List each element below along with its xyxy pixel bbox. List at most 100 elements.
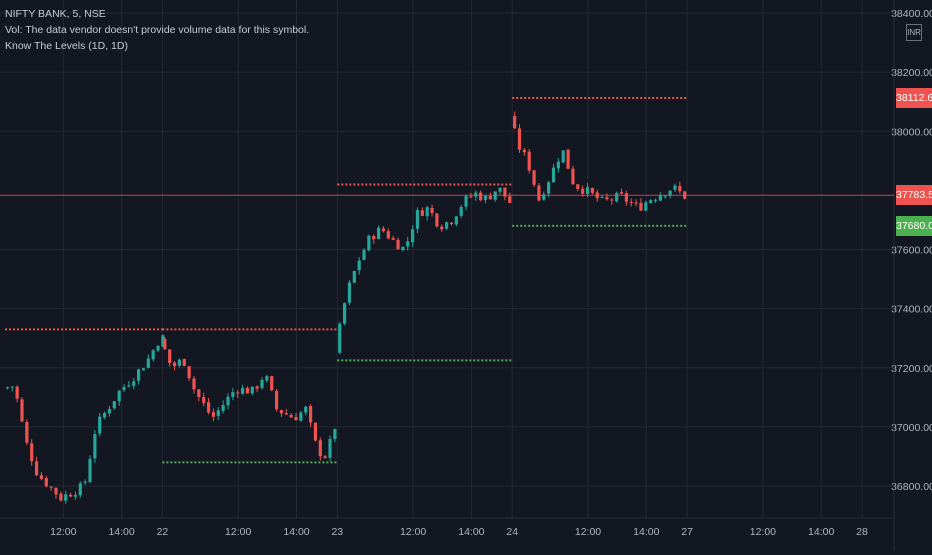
candle-body: [435, 213, 439, 227]
candle-body: [107, 409, 112, 414]
candle-body: [571, 168, 575, 185]
candle-body: [54, 487, 58, 495]
candle-body: [678, 186, 682, 192]
candle-body: [459, 207, 463, 216]
y-tick-label: 38200.00: [891, 67, 932, 79]
candle-body: [381, 228, 386, 232]
y-tick-label: 37400.00: [891, 304, 932, 316]
candle-body: [102, 413, 107, 418]
candle-body: [430, 207, 434, 214]
price-tag: 37783.50: [896, 185, 932, 206]
x-tick-label: 12:00: [575, 526, 601, 538]
x-tick-label: 14:00: [108, 526, 134, 538]
candle-body: [445, 222, 449, 229]
candle-body: [411, 229, 415, 243]
candle-body: [513, 115, 517, 129]
legend-symbol[interactable]: NIFTY BANK, 5, NSE: [5, 8, 106, 20]
candle-body: [5, 387, 10, 389]
candle-body: [663, 195, 667, 197]
candle-body: [294, 417, 298, 421]
candle-body: [137, 369, 141, 381]
candle-body: [474, 192, 478, 197]
candle-body: [68, 494, 73, 497]
candle-body: [197, 389, 201, 398]
x-tick-label: 24: [506, 526, 518, 538]
x-tick-label: 14:00: [283, 526, 309, 538]
candle-body: [639, 202, 643, 211]
candle-body: [211, 412, 216, 417]
y-tick-label: 38000.00: [891, 126, 932, 138]
currency-badge[interactable]: INR: [906, 24, 922, 41]
y-tick-label: 37000.00: [891, 422, 932, 434]
candle-body: [342, 303, 347, 324]
candle-body: [576, 184, 580, 189]
candle-body: [357, 260, 361, 271]
candle-body: [673, 185, 677, 190]
candle-body: [464, 196, 468, 207]
candle-body: [653, 199, 658, 201]
candle-body: [415, 210, 420, 229]
candle-body: [255, 386, 259, 389]
candle-body: [469, 196, 473, 198]
candle-body: [566, 149, 570, 169]
candle-body: [172, 362, 177, 367]
x-tick-label: 14:00: [808, 526, 834, 538]
candle-body: [132, 381, 136, 386]
candle-body: [308, 406, 313, 423]
candle-body: [362, 250, 366, 260]
y-tick-label: 36800.00: [891, 481, 932, 493]
x-tick-label: 23: [331, 526, 343, 538]
candle-body: [73, 494, 78, 497]
candle-body: [240, 387, 245, 394]
candle-body: [508, 196, 512, 203]
legend-indicator[interactable]: Know The Levels (1D, 1D): [5, 40, 128, 52]
candle-body: [39, 475, 44, 479]
candle-body: [34, 461, 39, 476]
y-tick-label: 37200.00: [891, 363, 932, 375]
candle-body: [187, 366, 191, 379]
candle-body: [226, 396, 230, 406]
candle-body: [182, 358, 186, 366]
candle-body: [527, 151, 531, 171]
candle-body: [367, 235, 371, 251]
candle-body: [391, 238, 395, 240]
candle-body: [265, 376, 269, 381]
candle-body: [483, 195, 488, 200]
candle-body: [425, 207, 429, 217]
x-tick-label: 27: [681, 526, 693, 538]
candle-body: [624, 193, 628, 202]
x-tick-label: 14:00: [458, 526, 484, 538]
candle-body: [245, 387, 250, 394]
candle-body: [658, 195, 662, 201]
candle-body: [161, 335, 165, 347]
candle-body: [221, 405, 225, 411]
y-tick-label: 37600.00: [891, 245, 932, 257]
candle-body: [338, 323, 342, 353]
candle-body: [401, 246, 405, 251]
candle-body: [610, 199, 614, 201]
candle-body: [318, 440, 322, 457]
candle-body: [503, 187, 507, 197]
candle-body: [274, 390, 279, 410]
candle-body: [284, 413, 288, 415]
candle-body: [299, 412, 303, 421]
candle-body: [333, 429, 337, 439]
y-tick-label: 38400.00: [891, 8, 932, 20]
candle-body: [112, 401, 116, 409]
candle-body: [98, 416, 102, 434]
candle-body: [236, 392, 240, 394]
candle-body: [454, 216, 458, 225]
legend-volume-note: Vol: The data vendor doesn't provide vol…: [5, 24, 310, 36]
candle-body: [396, 239, 400, 250]
candle-body: [377, 227, 381, 240]
candle-body: [49, 486, 53, 488]
candle-body: [406, 241, 410, 247]
candle-body: [206, 402, 211, 413]
candle-body: [649, 200, 653, 203]
candle-body: [260, 380, 264, 388]
candle-body: [88, 458, 92, 483]
candle-body: [551, 167, 556, 183]
price-tag: 38112.60: [896, 87, 932, 108]
